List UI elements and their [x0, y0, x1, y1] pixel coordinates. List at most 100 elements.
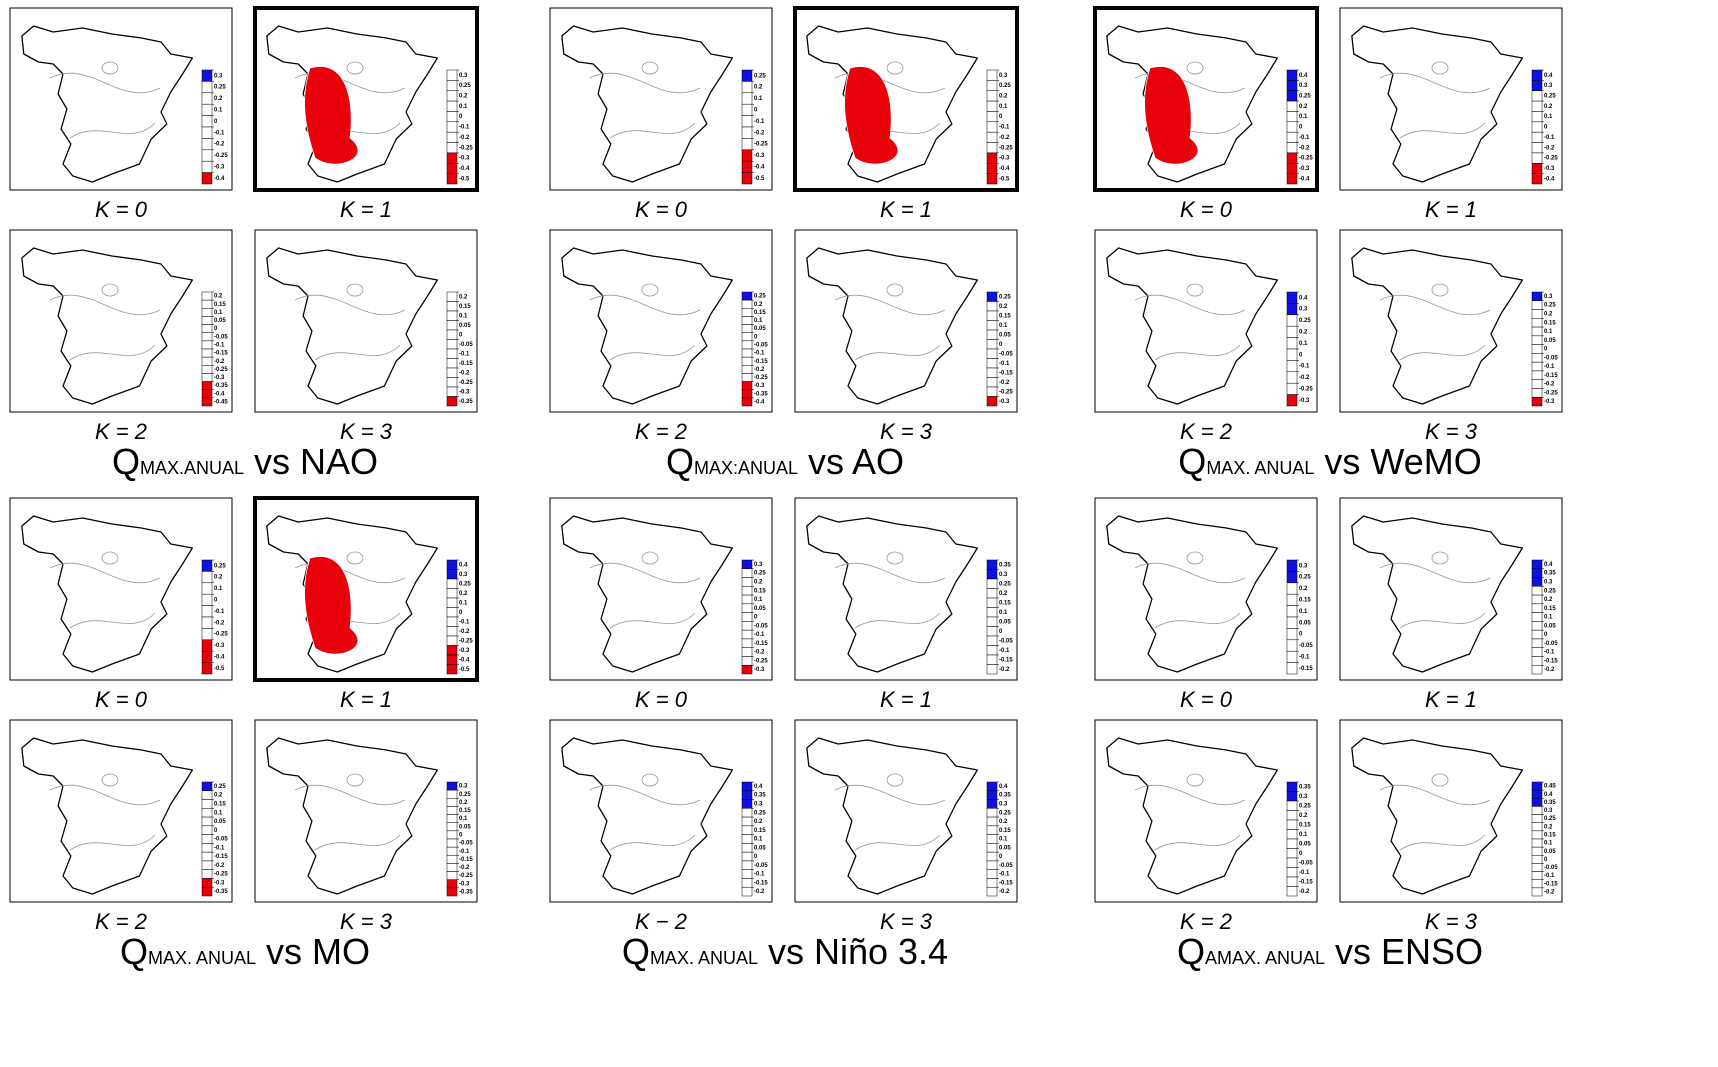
colorbar-cell: [987, 111, 997, 121]
colorbar-cell: [987, 782, 997, 791]
colorbar-label: 0.2: [214, 294, 223, 300]
colorbar-label: -0.25: [459, 380, 473, 386]
colorbar-label: 0.25: [1299, 93, 1311, 99]
colorbar-label: 0.3: [459, 572, 468, 578]
colorbar-label: -0.2: [1544, 382, 1555, 388]
colorbar-label: 0.15: [214, 802, 226, 808]
colorbar-cell: [202, 150, 212, 161]
map-panel: 0.40.350.30.250.20.150.10.050-0.05-0.1-0…: [1340, 498, 1562, 712]
colorbar-cell: [1532, 318, 1542, 327]
colorbar-cell: [1532, 336, 1542, 345]
colorbar-cell: [447, 608, 457, 618]
colorbar-cell: [447, 143, 457, 153]
colorbar-cell: [447, 321, 457, 331]
colorbar-cell: [742, 373, 752, 381]
colorbar-label: -0.3: [999, 399, 1010, 405]
colorbar-cell: [742, 104, 752, 115]
colorbar-label: -0.05: [214, 334, 228, 340]
colorbar-label: -0.2: [214, 359, 225, 365]
colorbar-label: 0.15: [1544, 606, 1556, 612]
colorbar-label: 0.25: [459, 581, 471, 587]
colorbar-label: -0.1: [999, 361, 1010, 367]
colorbar-cell: [202, 571, 212, 582]
colorbar-label: 0.15: [754, 588, 766, 594]
colorbar-cell: [1532, 872, 1542, 880]
colorbar-cell: [1287, 782, 1297, 792]
colorbar-cell: [202, 93, 212, 104]
colorbar-cell: [202, 628, 212, 639]
colorbar-cell: [447, 560, 457, 570]
colorbar-label: 0.25: [214, 784, 226, 790]
title-q: Q: [112, 441, 140, 482]
colorbar-cell: [202, 870, 212, 879]
colorbar-label: -0.2: [754, 130, 765, 136]
colorbar-cell: [202, 104, 212, 115]
colorbar-label: 0.2: [1544, 104, 1553, 110]
colorbar-cell: [987, 292, 997, 302]
colorbar-cell: [202, 817, 212, 826]
colorbar-label: 0.1: [999, 104, 1008, 110]
colorbar-cell: [447, 815, 457, 823]
colorbar-cell: [742, 341, 752, 349]
colorbar-label: -0.25: [214, 367, 228, 373]
colorbar-label: 0.25: [459, 792, 471, 798]
colorbar-label: -0.1: [214, 130, 225, 136]
colorbar-label: 0.35: [1544, 800, 1556, 806]
colorbar-cell: [202, 808, 212, 817]
colorbar-cell: [202, 365, 212, 373]
colorbar-label: 0.35: [1544, 571, 1556, 577]
colorbar-label: -0.25: [999, 389, 1013, 395]
colorbar-label: -0.1: [999, 125, 1010, 131]
colorbar-label: 0.35: [999, 793, 1011, 799]
colorbar-cell: [987, 608, 997, 618]
colorbar-cell: [987, 397, 997, 407]
map-group: 0.30.250.20.150.10.050-0.05-0.1-0.15K = …: [1095, 498, 1562, 972]
colorbar-label: -0.2: [214, 142, 225, 148]
colorbar-label: 0.15: [999, 313, 1011, 319]
map-panel: 0.40.30.250.20.10-0.1-0.2-0.25-0.3-0.4-0…: [255, 498, 477, 712]
colorbar-cell: [202, 161, 212, 172]
colorbar-label: -0.35: [459, 399, 473, 405]
colorbar-cell: [742, 325, 752, 333]
colorbar-cell: [447, 387, 457, 397]
colorbar-cell: [447, 872, 457, 880]
colorbar-label: -0.2: [214, 863, 225, 869]
colorbar-cell: [1287, 839, 1297, 849]
colorbar-label: -0.2: [214, 620, 225, 626]
colorbar-cell: [1532, 806, 1542, 814]
colorbar-cell: [742, 595, 752, 604]
colorbar-cell: [1287, 80, 1297, 90]
colorbar-cell: [987, 655, 997, 665]
colorbar-cell: [202, 173, 212, 184]
colorbar-label: -0.05: [1299, 643, 1313, 649]
colorbar-cell: [202, 382, 212, 390]
colorbar-label: -0.2: [459, 370, 470, 376]
colorbar-label: -0.25: [754, 658, 768, 664]
colorbar-cell: [987, 808, 997, 817]
colorbar-label: 0.05: [999, 619, 1011, 625]
colorbar-label: 0.25: [1544, 303, 1556, 309]
colorbar-label: -0.3: [1299, 166, 1310, 172]
colorbar-label: -0.5: [754, 176, 765, 182]
colorbar-cell: [447, 292, 457, 302]
colorbar-cell: [1287, 143, 1297, 153]
colorbar-cell: [447, 782, 457, 790]
colorbar-label: -0.05: [754, 343, 768, 349]
colorbar-label: 0.3: [754, 562, 763, 568]
colorbar-label: 0.25: [459, 83, 471, 89]
colorbar-cell: [1532, 604, 1542, 613]
colorbar-label: 0.1: [1544, 615, 1553, 621]
colorbar-cell: [1532, 174, 1542, 184]
colorbar-label: -0.2: [1544, 667, 1555, 673]
colorbar-cell: [447, 359, 457, 369]
colorbar-label: -0.2: [754, 367, 765, 373]
colorbar-label: -0.1: [459, 849, 470, 855]
colorbar-cell: [742, 791, 752, 800]
colorbar-cell: [987, 340, 997, 350]
colorbar-cell: [1287, 349, 1297, 360]
colorbar-cell: [742, 292, 752, 300]
colorbar-cell: [742, 656, 752, 665]
colorbar-cell: [1287, 132, 1297, 142]
colorbar-cell: [1287, 372, 1297, 383]
colorbar-label: -0.2: [459, 135, 470, 141]
